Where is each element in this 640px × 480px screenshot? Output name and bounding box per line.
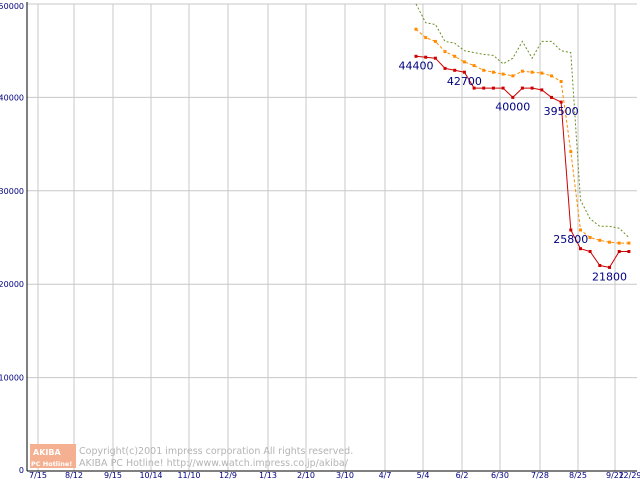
series-point xyxy=(511,95,515,99)
series-point xyxy=(550,74,553,78)
x-tick-label: 7/28 xyxy=(531,471,549,480)
series-point xyxy=(598,264,602,267)
axes xyxy=(26,2,637,472)
akiba-logo-bottom: PC Hotline! xyxy=(31,460,72,468)
series-point xyxy=(540,71,544,75)
x-tick-label: 3/10 xyxy=(336,471,354,480)
series-point xyxy=(414,27,418,31)
series-point xyxy=(472,64,476,68)
akiba-logo-top: AKIBA xyxy=(33,448,61,457)
y-tick-label: 10000 xyxy=(0,374,24,383)
series-point xyxy=(559,100,563,104)
data-label: 42700 xyxy=(447,75,482,88)
series-point xyxy=(472,86,476,90)
copyright-line: Copyright(c)2001 impress corporation All… xyxy=(79,446,353,457)
series-point xyxy=(433,56,437,60)
series-point xyxy=(588,236,592,239)
series-point xyxy=(608,240,611,244)
series-point xyxy=(482,68,486,72)
x-tick-labels: 7/15 8/12 9/15 10/14 11/10 12/9 1/13 2/10 3/10 4/… xyxy=(29,471,640,480)
series-point xyxy=(482,86,486,90)
series-point xyxy=(617,241,621,245)
x-tick-label: 12/29 xyxy=(618,471,640,480)
x-tick-label: 6/30 xyxy=(491,471,509,480)
series-point xyxy=(443,66,447,70)
series-point xyxy=(501,86,505,90)
series-point xyxy=(579,228,582,232)
series-point xyxy=(559,80,563,83)
series-point xyxy=(501,72,505,76)
data-series xyxy=(414,3,631,269)
y-tick-label: 0 xyxy=(19,466,24,475)
series-point xyxy=(569,228,573,232)
series-point xyxy=(443,50,447,54)
series-point xyxy=(520,86,524,90)
series-point xyxy=(414,54,418,58)
series-point xyxy=(540,88,544,92)
akiba-logo xyxy=(30,444,76,468)
data-label: 25800 xyxy=(553,233,588,246)
x-tick-label: 11/10 xyxy=(177,471,200,480)
series-point xyxy=(424,36,428,40)
series-point xyxy=(579,247,582,251)
series-point xyxy=(491,86,495,90)
x-tick-label: 5/4 xyxy=(417,471,430,480)
series-point xyxy=(598,238,602,242)
data-annotations: 44400 42700 40000 39500 25800 21800 xyxy=(399,59,628,283)
series-point xyxy=(530,86,534,90)
y-tick-labels: 0 10000 20000 30000 40000 50000 xyxy=(0,2,24,475)
x-tick-label: 8/25 xyxy=(569,471,587,480)
series-point xyxy=(491,70,495,74)
series-point xyxy=(617,250,621,253)
data-label: 40000 xyxy=(495,100,530,113)
series-line xyxy=(415,3,630,238)
series-point xyxy=(569,150,573,154)
series-point xyxy=(462,60,466,64)
data-label: 21800 xyxy=(592,270,627,283)
copyright-watermark: AKIBA PC Hotline! Copyright(c)2001 impre… xyxy=(30,444,353,469)
series-point xyxy=(627,241,631,245)
x-tick-label: 9/22 xyxy=(606,471,624,480)
series-point xyxy=(530,70,534,74)
data-label: 44400 xyxy=(399,59,434,72)
x-tick-label: 6/2 xyxy=(456,471,469,480)
y-tick-label: 40000 xyxy=(0,93,24,102)
x-tick-label: 8/12 xyxy=(65,471,83,480)
x-tick-label: 4/7 xyxy=(379,471,392,480)
x-tick-label: 7/15 xyxy=(29,471,47,480)
series-point xyxy=(608,265,611,269)
y-tick-label: 50000 xyxy=(0,2,24,11)
series-point xyxy=(453,54,457,58)
series-point xyxy=(627,250,631,253)
series-point xyxy=(511,74,515,78)
series-point xyxy=(424,55,428,59)
y-tick-label: 20000 xyxy=(0,280,24,289)
series-point xyxy=(462,70,466,74)
data-label: 39500 xyxy=(544,105,579,118)
series-point xyxy=(433,39,437,43)
site-url-line: AKIBA PC Hotline! http://www.watch.impre… xyxy=(79,458,349,469)
series-point xyxy=(588,250,592,253)
x-tick-label: 1/13 xyxy=(259,471,277,480)
grid-lines xyxy=(27,3,637,471)
series-point xyxy=(520,69,524,73)
y-tick-label: 30000 xyxy=(0,187,24,196)
x-tick-label: 12/9 xyxy=(219,471,237,480)
x-tick-label: 9/15 xyxy=(104,471,122,480)
series-point xyxy=(550,95,553,99)
x-tick-label: 10/14 xyxy=(139,471,162,480)
series-point xyxy=(453,68,457,72)
x-tick-label: 2/10 xyxy=(297,471,315,480)
